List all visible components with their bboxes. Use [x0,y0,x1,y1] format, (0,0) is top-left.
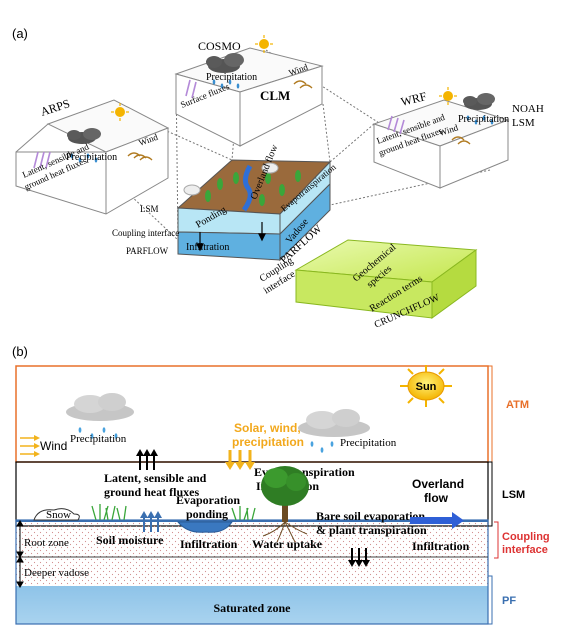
panel-b-label: (b) [12,344,28,359]
wrf-flux-arrows [387,115,405,135]
noah-label-line2: LSM [512,117,535,129]
cosmo-precip-label: Precipitation [206,72,257,83]
panel-a-label: (a) [12,26,28,41]
flux-up-arrows [136,449,158,470]
fluxes-line1: Latent, sensible and [104,471,207,485]
root-zone-marker [16,520,488,558]
side-coupling-line2: interface [502,544,548,556]
side-lsm-label: LSM [502,489,525,501]
bare-soil-line1: Bare soil evaporation [316,509,425,523]
cosmo-wind-icon [293,80,313,89]
vadose-zone [16,520,488,586]
tree-icon [261,466,309,543]
snow-label: Snow [46,509,71,521]
bare-soil-line2: & plant transpiration [316,523,427,537]
infiltration-left-label: Infiltration [180,537,238,551]
evaporation-line2: ponding [186,507,228,521]
deeper-vadose-label: Deeper vadose [24,567,89,579]
wrf-cloud-icon [463,93,495,110]
wind-label: Wind [40,439,67,453]
root-zone-label: Root zone [24,537,69,549]
cosmo-rain-icon [212,79,240,89]
saturated-zone-label: Saturated zone [214,601,292,615]
arps-cloud-icon [67,128,101,144]
wrf-wind-icon [451,136,471,145]
side-coupling-line1: Coupling [502,531,550,543]
ponding-icon [176,521,233,533]
lsm-label-a: LSM [140,204,159,214]
cosmo-flux-arrows [185,79,197,99]
arps-box [15,99,170,215]
evaporation-line1: Evaporation [176,493,240,507]
parflow-arrows [196,222,266,252]
vadose-marker [16,556,24,588]
noah-label-line1: NOAH [512,103,544,115]
arps-precip-label: Precipitation [66,152,117,163]
solar-line2: precipitation [232,435,304,449]
cloud-left-icon [66,393,134,421]
rain-left-icon [78,427,118,439]
parflow-plants-icon [205,170,301,206]
solar-line1: Solar, wind, [234,421,301,435]
cosmo-title: COSMO [198,39,241,53]
cloud-right-icon [298,409,370,437]
parflow-block [176,159,332,262]
overland-line1: Overland [412,477,464,491]
wrf-rain-icon [466,115,494,125]
overland-line2: flow [424,491,449,505]
infiltration-label-a: Infiltration [186,242,229,253]
infiltration-right-label: Infiltration [412,539,470,553]
wrf-precip-label: Precipitation [458,114,509,125]
sun-icon [400,365,452,407]
coupling-label-a: Coupling interface [112,228,179,238]
cosmo-sun-icon [255,35,273,53]
snow-icon [33,508,80,521]
soil-moisture-arrows [140,511,162,532]
parflow-label-a: PARFLOW [126,246,169,256]
arps-rain-icon [70,153,98,163]
wrf-title: WRF [399,89,428,109]
arps-flux-arrows [33,151,51,169]
sun-label: Sun [416,381,437,393]
grass-icon [91,504,256,521]
rain-right-icon [310,441,334,453]
saturated-zone [16,586,488,624]
wrf-sun-icon [439,87,457,105]
soil-moisture-label: Soil moisture [96,533,164,547]
wind-arrows-icon [20,435,40,457]
precip-right-label: Precipitation [340,437,397,449]
cosmo-cloud-icon [206,53,244,73]
infiltration-down-arrows [348,548,370,567]
overland-arrow [410,512,464,529]
side-atm-label: ATM [506,399,529,411]
solar-down-arrows [225,450,255,470]
arps-sun-icon [111,103,129,121]
arps-wind-icon [127,152,153,161]
wrf-box [372,99,510,189]
cosmo-clm-label: CLM [260,88,290,103]
side-brackets [488,365,499,625]
side-pf-label: PF [502,595,516,607]
parflow-clouds-icon [183,162,279,196]
fluxes-line2: ground heat fluxes [104,485,199,499]
precip-left-label: Precipitation [70,433,127,445]
arps-title: ARPS [39,96,72,119]
water-uptake-label: Water uptake [252,537,323,551]
crunchflow-slab [294,239,478,319]
